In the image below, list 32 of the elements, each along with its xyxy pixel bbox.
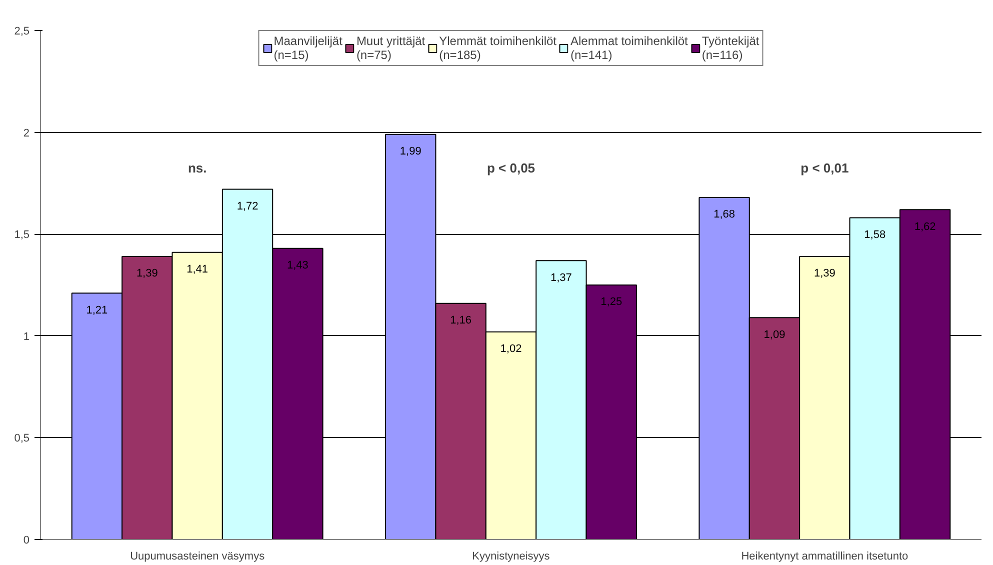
x-tick-label: Kyynistyneisyys [472, 550, 550, 562]
legend-label: Alemmat toimihenkilöt (n=141) [570, 34, 688, 62]
data-label: 1,72 [236, 200, 258, 213]
x-tick-label: Uupumusasteinen väsymys [130, 550, 266, 562]
data-label: 1,41 [186, 264, 208, 276]
y-tick-label: 0,5 [14, 432, 30, 445]
legend-label: Maanviljelijät (n=15) [274, 34, 342, 62]
data-label: 1,02 [500, 343, 522, 356]
data-label: 1,09 [764, 328, 786, 341]
data-label: 1,99 [400, 146, 422, 158]
annotation: p < 0,05 [486, 160, 536, 176]
data-label: 1,39 [136, 268, 158, 280]
y-tick-label: 1 [23, 330, 30, 343]
data-label: 1,37 [550, 272, 572, 284]
y-tick-label: 2 [23, 127, 30, 140]
legend-label: Työntekijät (n=116) [702, 34, 760, 62]
x-tick-label: Heikentynyt ammatillinen itsetunto [741, 550, 908, 562]
data-label: 1,68 [714, 208, 736, 221]
legend-label: Muut yrittäjät (n=75) [356, 34, 426, 62]
data-label: 1,16 [450, 314, 472, 327]
data-label: 1,21 [86, 304, 108, 316]
y-tick-label: 2,5 [14, 26, 30, 38]
data-label: 1,39 [814, 268, 836, 280]
y-tick-label: 1,5 [14, 229, 30, 242]
annotation: p < 0,01 [800, 160, 849, 176]
data-label: 1,25 [600, 296, 622, 308]
data-label: 1,43 [287, 260, 308, 272]
data-label: 1,62 [914, 220, 936, 233]
data-label: 1,58 [864, 229, 886, 242]
legend-label: Ylemmät toimihenkilöt (n=185) [439, 34, 557, 62]
y-tick-label: 0 [23, 534, 30, 546]
annotation: ns. [188, 160, 207, 176]
